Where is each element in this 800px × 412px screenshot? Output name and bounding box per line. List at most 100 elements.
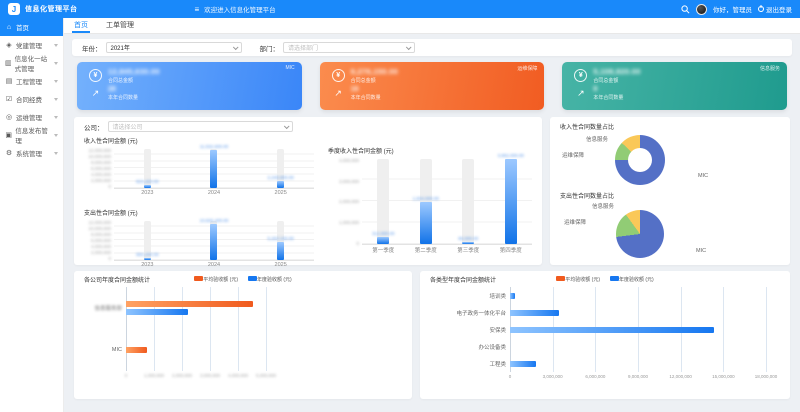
stat-cards-row: MIC ¥12,845,630.00 合同总金额 ↗ 28 本年合同数量 运维保障 ¥… (72, 62, 792, 110)
bar-column: 1,934,000.00 第二季度 (413, 159, 439, 254)
sidebar-item-label: 运维管理 (16, 115, 42, 122)
list-icon: ▤ (5, 78, 13, 85)
sidebar-item-engineering[interactable]: ▤ 工程管理 (0, 72, 63, 90)
bar[interactable] (377, 237, 390, 244)
bar-value-label: 312,000.00 (371, 231, 395, 236)
stat-card-operations[interactable]: 运维保障 ¥9,276,150.00 合同总金额 ↗ 16 本年合同数量 (319, 62, 545, 110)
chart-title: 各类型年度合同金额统计 (430, 278, 497, 284)
sidebar-item-operations[interactable]: ◎ 运维管理 (0, 108, 63, 126)
y-axis-tick: 8,000,000 (90, 160, 111, 166)
company-select[interactable]: 请选择公司 (107, 121, 293, 132)
bar[interactable] (462, 242, 475, 244)
y-axis-tick: 2,000,000 (90, 178, 111, 184)
bar-value-label: 3,962,000.00 (497, 153, 524, 158)
bar[interactable] (143, 258, 151, 260)
bar-column: 312,000.00 第一季度 (372, 159, 395, 254)
year-select[interactable]: 2021年 (105, 42, 242, 53)
power-icon (758, 6, 764, 12)
y-axis-tick: 2,000,000 (90, 250, 111, 256)
bar-track (143, 221, 151, 260)
stat-card-info-service[interactable]: 信息服务 ¥5,108,920.00 合同总金额 ↗ 9 本年合同数量 (562, 62, 788, 110)
sidebar-item-system[interactable]: ⚙ 系统管理 (0, 144, 63, 162)
gear-icon: ⚙ (5, 150, 13, 157)
bar[interactable] (504, 159, 517, 244)
user-avatar[interactable] (696, 3, 707, 15)
sidebar-collapse-icon[interactable]: ≡ (194, 4, 200, 14)
x-axis-tick: 4,000,000 (227, 373, 249, 378)
x-axis: 0 1,000,000 2,000,000 3,000,000 4,000,000 5,0… (84, 371, 276, 381)
stat-card-mic[interactable]: MIC ¥12,845,630.00 合同总金额 ↗ 28 本年合同数量 (77, 62, 302, 110)
yuan-circle-icon: ¥ (331, 69, 345, 82)
bar[interactable] (510, 326, 715, 333)
legend-item: 平均验收额 (元) (556, 276, 600, 283)
chart-body: 12,000,000 10,000,000 8,000,000 6,000,000 4,… (84, 218, 314, 270)
x-axis: 0 3,000,000 6,000,000 9,000,000 12,000,000 15… (430, 372, 778, 382)
legend-item: 平均验收额 (元) (194, 276, 238, 283)
bar[interactable] (419, 202, 432, 244)
gridline (266, 287, 267, 371)
legend-swatch (610, 276, 619, 281)
expense-count-pie-chart[interactable]: 支出性合同数量占比 信息服务 运维保障 MIC (560, 191, 780, 266)
logout-button[interactable]: 退出登录 (758, 4, 792, 14)
bar[interactable] (126, 309, 189, 315)
expense-bar-chart[interactable]: 支出性合同金额 (元) 12,000,000 10,000,000 8,000,000… (84, 208, 314, 270)
quarterly-income-bar-chart[interactable]: 季度收入性合同金额 (元) 4,000,000 3,000,000 2,000,000… (328, 146, 532, 254)
income-bar-chart[interactable]: 收入性合同金额 (元) 12,000,000 10,000,000 8,000,000… (84, 136, 314, 198)
bar-track (462, 159, 475, 244)
bar[interactable] (277, 242, 285, 260)
y-axis-tick: 12,000,000 (88, 220, 111, 225)
sidebar-item-home[interactable]: ⌂ 首页 (0, 18, 63, 36)
trend-up-icon: ↗ (334, 88, 342, 98)
company-yearly-hbar-chart[interactable]: 各公司年度合同金额统计 平均验收额 (元) 年度验收额 (元) 信息服务部 MIC 0 1,… (84, 275, 402, 381)
pie-slices[interactable] (616, 210, 664, 258)
pie-area: 信息服务 运维保障 MIC (560, 200, 780, 266)
grid-icon: ▥ (5, 60, 12, 67)
gridline (766, 287, 767, 372)
bar-column: 3,962,000.00 第四季度 (498, 153, 524, 254)
board-icon: ▣ (5, 132, 12, 139)
chart-title: 收入性合同数量占比 (560, 125, 615, 131)
bar[interactable] (510, 309, 560, 316)
sidebar-item-party-building[interactable]: ◈ 党建管理 (0, 36, 63, 54)
tab-work-orders[interactable]: 工单管理 (106, 21, 134, 29)
tab-home[interactable]: 首页 (72, 18, 90, 33)
bar-zone (510, 326, 776, 333)
bar-zone (510, 292, 776, 299)
contract-total-amount: 12,845,630.00 (108, 67, 160, 76)
bar[interactable] (510, 360, 536, 367)
bar[interactable] (277, 181, 285, 188)
amount-label: 合同总金额 (108, 78, 134, 84)
trend-up-icon: ↗ (91, 88, 100, 98)
bar[interactable] (210, 224, 218, 260)
y-axis-tick: 10,000,000 (88, 226, 111, 232)
bar-column: 86,000.00 第三季度 (457, 159, 479, 254)
bar[interactable] (126, 347, 148, 353)
home-icon: ⌂ (6, 23, 12, 31)
x-axis-tick: 9,000,000 (627, 374, 649, 379)
contract-count-panel: 收入性合同数量占比 信息服务 运维保障 MIC 支出性合同数量占比 信息服务 运维保障 MI… (550, 117, 790, 265)
bar[interactable] (510, 292, 515, 299)
filter-bar: 年份： 2021年 部门： 请选择部门 (72, 39, 792, 56)
type-yearly-hbar-chart[interactable]: 各类型年度合同金额统计 平均验收额 (元) 年度验收额 (元) 培训类 电子政务一体化平… (430, 275, 780, 382)
trend-up-icon: ↗ (577, 88, 585, 98)
department-select[interactable]: 请选择部门 (283, 42, 415, 53)
category-label: 信息服务部 (94, 306, 122, 312)
bar-value-label: 1,934,000.00 (412, 196, 439, 201)
sidebar-item-contract[interactable]: ☑ 合同经费 (0, 90, 63, 108)
x-axis-tick: 0 (124, 373, 128, 378)
sidebar-item-info-publish[interactable]: ▣ 信息发布管理 (0, 126, 63, 145)
income-count-donut-chart[interactable]: 收入性合同数量占比 信息服务 运维保障 MIC (560, 122, 780, 188)
bar[interactable] (210, 150, 218, 188)
dashboard-content: 年份： 2021年 部门： 请选择部门 MIC ¥12,845,630.00 合同… (64, 34, 800, 412)
top-header-bar: J 信息化管理平台 ≡ 欢迎进入信息化管理平台 你好，管理员 退出登录 (0, 0, 800, 18)
search-icon[interactable] (681, 4, 690, 14)
bar[interactable] (126, 301, 253, 307)
sidebar-item-info-platform[interactable]: ▥ 信息化一站式管理 (0, 54, 63, 73)
bar[interactable] (143, 185, 151, 188)
category-label: MIC (111, 347, 122, 353)
x-axis-tick: 2,000,000 (171, 373, 193, 378)
y-axis: 4,000,000 3,000,000 2,000,000 1,000,000 0 (328, 158, 362, 246)
contract-count: 28 (108, 86, 116, 93)
gridline (238, 287, 239, 371)
x-axis-tick: 6,000,000 (585, 374, 606, 379)
